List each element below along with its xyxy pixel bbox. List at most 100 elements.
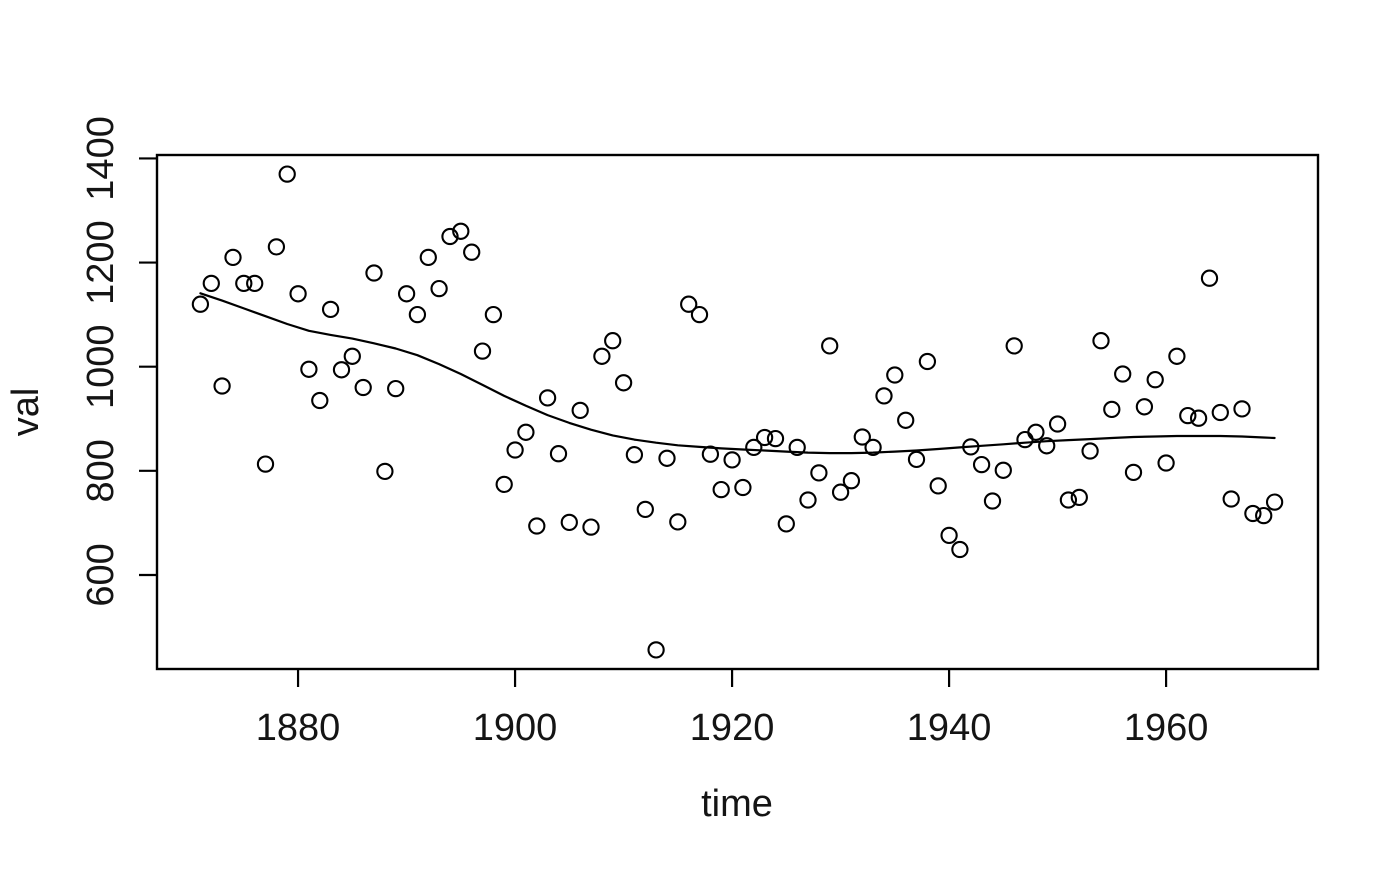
data-point bbox=[549, 445, 568, 463]
data-point bbox=[278, 165, 296, 183]
data-point bbox=[473, 342, 492, 360]
x-tick-label: 1940 bbox=[907, 707, 992, 749]
data-point bbox=[332, 361, 351, 379]
data-point bbox=[723, 451, 741, 469]
data-point bbox=[994, 461, 1012, 479]
data-point bbox=[387, 379, 405, 398]
x-tick-label: 1880 bbox=[256, 707, 341, 749]
data-point bbox=[1103, 400, 1121, 419]
data-point bbox=[777, 515, 795, 533]
data-point bbox=[1016, 430, 1034, 449]
data-point bbox=[202, 274, 220, 293]
data-point bbox=[430, 279, 448, 298]
data-point bbox=[810, 464, 828, 482]
data-point bbox=[1135, 398, 1154, 416]
data-point bbox=[690, 305, 709, 324]
data-point bbox=[1157, 454, 1175, 472]
data-point bbox=[614, 374, 633, 392]
data-point bbox=[495, 475, 513, 494]
data-point bbox=[1265, 493, 1284, 511]
data-point bbox=[1038, 437, 1056, 455]
data-point bbox=[571, 401, 589, 420]
data-point bbox=[1114, 365, 1132, 383]
x-tick-label: 1960 bbox=[1124, 707, 1209, 749]
data-point bbox=[788, 438, 806, 457]
data-point bbox=[1168, 347, 1186, 365]
data-point bbox=[604, 332, 622, 350]
data-point bbox=[972, 455, 991, 474]
data-point bbox=[235, 274, 253, 293]
plot-layer: 1880 1900 1920 1940 1960 600 800 1000 1200 1400 bbox=[80, 116, 1320, 749]
data-point bbox=[365, 264, 383, 282]
y-axis-title: val bbox=[5, 388, 47, 437]
data-point bbox=[886, 366, 904, 384]
data-point bbox=[408, 305, 427, 324]
data-point bbox=[636, 500, 654, 519]
y-tick-label: 1000 bbox=[80, 324, 122, 409]
data-point bbox=[1048, 415, 1067, 433]
data-point bbox=[864, 438, 882, 457]
data-point bbox=[755, 428, 774, 447]
data-point bbox=[582, 518, 600, 536]
smooth-line bbox=[199, 292, 1276, 455]
y-tick-label: 1200 bbox=[80, 220, 122, 305]
data-point bbox=[1222, 490, 1240, 508]
data-point bbox=[831, 483, 850, 501]
x-tick-label: 1900 bbox=[473, 707, 558, 749]
data-point bbox=[441, 227, 459, 246]
data-point bbox=[343, 347, 361, 365]
data-point bbox=[766, 429, 785, 448]
data-point bbox=[658, 449, 676, 467]
data-point bbox=[1211, 403, 1229, 422]
data-point bbox=[734, 478, 752, 497]
data-point bbox=[1233, 400, 1251, 418]
data-point bbox=[376, 462, 394, 481]
data-point bbox=[1179, 406, 1197, 425]
data-point bbox=[397, 285, 416, 303]
data-point bbox=[300, 360, 318, 378]
data-point bbox=[897, 411, 915, 429]
data-point bbox=[506, 441, 524, 459]
data-point bbox=[940, 526, 958, 545]
data-point bbox=[1027, 423, 1045, 441]
data-point bbox=[625, 446, 644, 464]
data-point bbox=[321, 300, 340, 319]
data-point bbox=[1070, 488, 1088, 507]
data-point bbox=[1189, 409, 1208, 427]
data-point bbox=[1005, 337, 1023, 355]
data-point bbox=[1081, 442, 1099, 460]
data-point bbox=[289, 285, 307, 303]
x-axis-title: time bbox=[701, 783, 773, 825]
data-point bbox=[669, 513, 687, 531]
plot-box bbox=[155, 153, 1320, 671]
data-point bbox=[875, 387, 893, 405]
data-point bbox=[354, 378, 372, 397]
data-point bbox=[267, 238, 286, 256]
data-point bbox=[593, 347, 611, 365]
data-point bbox=[853, 428, 871, 446]
data-point bbox=[1255, 506, 1273, 525]
data-point bbox=[1146, 371, 1164, 389]
data-point bbox=[647, 641, 665, 659]
data-point bbox=[538, 389, 557, 407]
data-point bbox=[311, 391, 329, 410]
data-point bbox=[1092, 332, 1110, 350]
data-point bbox=[951, 540, 969, 559]
data-point bbox=[745, 438, 763, 457]
data-point bbox=[528, 517, 546, 535]
data-point bbox=[918, 352, 937, 371]
data-point bbox=[213, 377, 231, 395]
y-tick-label: 800 bbox=[80, 439, 122, 502]
data-point bbox=[680, 295, 698, 313]
data-point bbox=[463, 243, 481, 261]
data-point bbox=[983, 492, 1002, 510]
data-point bbox=[1244, 504, 1262, 523]
data-point bbox=[484, 305, 503, 324]
data-point bbox=[256, 455, 275, 473]
data-point bbox=[191, 295, 210, 313]
data-point bbox=[821, 337, 839, 355]
y-tick-label: 600 bbox=[80, 543, 122, 606]
data-point bbox=[712, 480, 730, 499]
